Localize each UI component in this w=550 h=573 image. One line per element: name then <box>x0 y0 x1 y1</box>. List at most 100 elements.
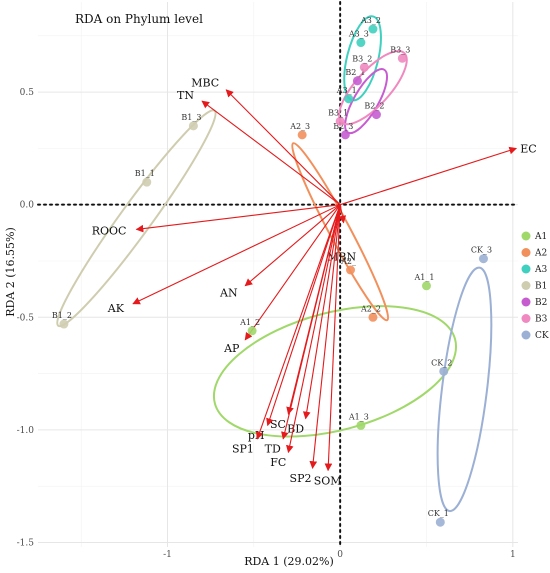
arrow-label-sc: SC <box>270 418 286 431</box>
point-a2_ <box>346 265 356 275</box>
point-label-b3_3: B3_3 <box>390 45 410 54</box>
point-label-b1_2: B1_2 <box>52 311 72 320</box>
point-ck_1 <box>435 517 445 527</box>
point-label-b2_3: B2_3 <box>333 122 353 131</box>
ellipse-a1 <box>212 305 458 438</box>
legend-label-a3: A3 <box>534 265 547 275</box>
arrow-label-mbc: MBC <box>191 77 219 90</box>
arrow-label-bd: BD <box>287 423 304 436</box>
point-ck_3 <box>478 254 488 264</box>
arrow-tn <box>201 100 341 206</box>
arrow-label-an: AN <box>219 286 238 299</box>
arrow-label-sp1: SP1 <box>232 442 254 455</box>
arrow-ph <box>266 204 341 427</box>
y-tick-label: -1.5 <box>17 538 35 548</box>
point-label-ck_3: CK_3 <box>471 246 492 255</box>
legend-swatch-a2 <box>521 248 531 257</box>
arrow-fc <box>286 204 341 454</box>
point-label-a3_3: A3_3 <box>348 30 369 39</box>
point-label-a3_1: A3_1 <box>336 86 357 95</box>
point-b1_3 <box>188 121 198 131</box>
y-tick-label: 0.5 <box>20 88 35 98</box>
point-label-a2_2: A2_2 <box>360 304 381 313</box>
arrow-td <box>281 204 341 440</box>
point-a2_3 <box>297 130 307 140</box>
point-label-b2_2: B2_2 <box>364 102 384 111</box>
legend-swatch-b2 <box>521 297 531 307</box>
y-tick-label: -1.0 <box>17 426 35 436</box>
point-label-b3_1: B3_1 <box>328 108 348 117</box>
point-a1_3 <box>356 420 366 430</box>
point-ck_2 <box>439 366 449 376</box>
y-axis-label: RDA 2 (16.55%) <box>4 227 17 317</box>
arrow-sp2 <box>309 204 341 469</box>
x-tick-label: 1 <box>510 550 516 560</box>
arrow-label-ak: AK <box>107 302 125 315</box>
arrow-mbc <box>225 89 341 206</box>
point-label-b3_2: B3_2 <box>352 54 372 63</box>
point-a1_1 <box>421 281 431 291</box>
legend-label-a1: A1 <box>534 232 547 242</box>
arrow-ec <box>339 146 518 206</box>
arrow-label-tn: TN <box>177 89 194 102</box>
arrow-label-rooc: ROOC <box>92 225 127 238</box>
legend-swatch-b1 <box>521 281 531 290</box>
arrow-label-ap: AP <box>223 342 240 355</box>
y-tick-label: -0.5 <box>17 313 35 323</box>
legend-swatch-a3 <box>521 264 531 274</box>
point-a3_2 <box>368 24 378 34</box>
legend-label-b1: B1 <box>535 282 547 292</box>
x-tick-label: 0 <box>337 550 343 560</box>
arrow-mbn <box>338 204 347 224</box>
point-a3_1 <box>344 94 354 104</box>
point-label-b1_1: B1_1 <box>135 169 155 178</box>
arrow-label-ph: pH <box>248 429 265 442</box>
point-label-a3_2: A3_2 <box>360 16 381 25</box>
arrow-an <box>244 204 341 287</box>
point-label-b2_1: B2_1 <box>345 68 365 77</box>
arrow-rooc <box>135 204 341 233</box>
point-a2_2 <box>368 312 378 322</box>
x-tick-label: -1 <box>163 550 172 560</box>
legend-swatch-b3 <box>521 314 531 323</box>
point-label-a2_: A2_ <box>340 257 356 266</box>
point-a3_3 <box>356 38 366 48</box>
point-b3_1 <box>335 116 345 126</box>
point-b2_2 <box>371 110 381 120</box>
point-label-a1_3: A1_3 <box>348 412 369 421</box>
arrow-label-sp2: SP2 <box>290 472 312 485</box>
ellipse-a2 <box>291 142 390 322</box>
arrow-ap <box>244 204 341 341</box>
legend-label-b3: B3 <box>535 315 548 325</box>
zero-lines <box>37 1 519 548</box>
arrow-label-som: SOM <box>314 474 342 487</box>
point-b1_1 <box>142 177 152 187</box>
arrow-sp1 <box>255 204 341 440</box>
legend-label-b2: B2 <box>535 298 547 308</box>
arrow-label-ec: EC <box>520 142 536 155</box>
ellipse-ck <box>436 266 493 513</box>
point-b3_3 <box>397 53 407 63</box>
arrow-bd <box>302 204 341 420</box>
arrow-label-fc: FC <box>270 456 286 469</box>
point-b2_1 <box>352 76 362 86</box>
point-label-a1_1: A1_1 <box>414 273 435 282</box>
point-label-a2_3: A2_3 <box>289 122 310 131</box>
point-a1_2 <box>247 326 257 336</box>
tick-labels: -1 0 1 0.5 0.0 -0.5 -1.0 -1.5 <box>17 88 516 560</box>
point-b2_3 <box>340 130 350 140</box>
legend: A1 A2 A3 B1 B2 B3 CK <box>521 231 549 341</box>
arrow-ak <box>132 204 341 305</box>
chart-title: RDA on Phylum level <box>75 12 203 26</box>
x-axis-label: RDA 1 (29.02%) <box>244 555 334 568</box>
point-b3_2 <box>359 62 369 72</box>
legend-label-ck: CK <box>535 331 549 341</box>
legend-swatch-ck <box>521 330 531 340</box>
point-label-ck_2: CK_2 <box>431 358 452 367</box>
point-label-ck_1: CK_1 <box>428 509 449 518</box>
point-b1_2 <box>59 319 69 329</box>
legend-swatch-a1 <box>521 231 531 241</box>
sample-points: A1_1 A1_2 A1_3 A2_ A2_2 A2_3 A3_2 A3_3 A3_1 B1_3 B… <box>52 16 492 527</box>
